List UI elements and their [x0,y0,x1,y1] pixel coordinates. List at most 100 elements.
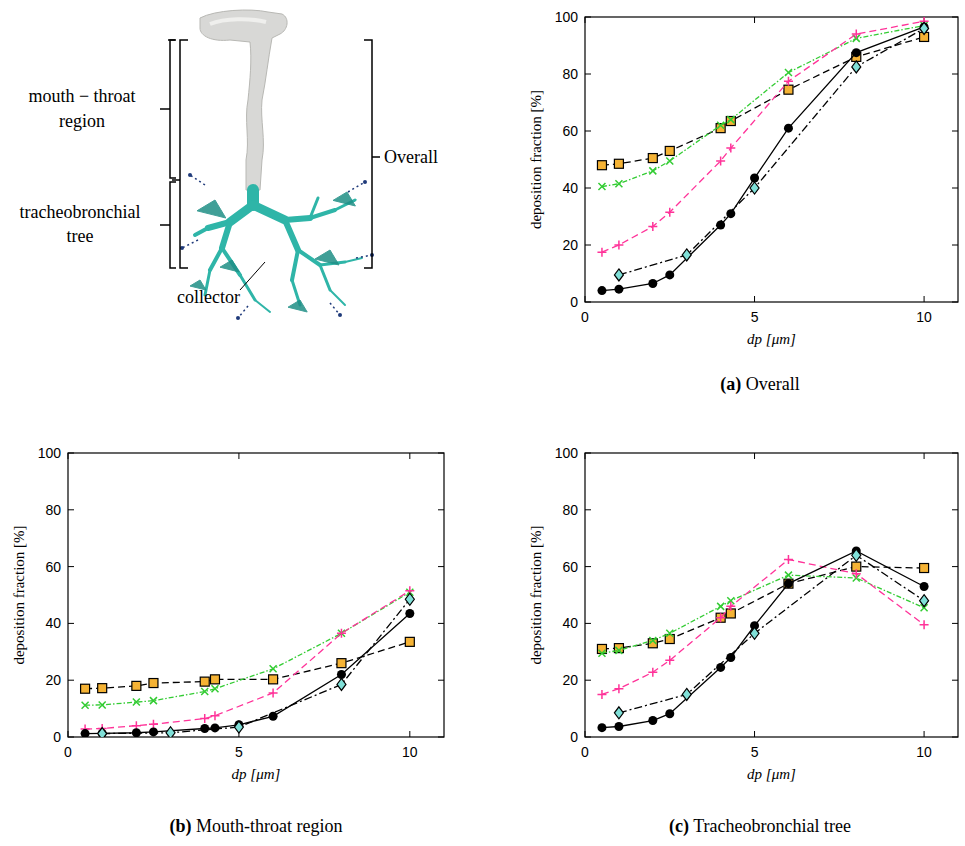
y-tick-mirror [438,680,444,681]
arrow-head [188,173,192,177]
branch [195,228,208,235]
plot-frame [585,17,958,302]
collector-shape [197,200,226,218]
y-tick-label: 100 [555,9,579,25]
y-tick [68,623,74,624]
upper-mid [160,108,170,110]
y-tick-label: 60 [562,559,578,575]
x-axis-title: dp [μm] [747,766,796,782]
marker [920,564,929,573]
right-bracket [364,40,372,268]
marker [717,122,724,129]
x-axis-title: dp [μm] [232,766,281,782]
marker [920,22,929,34]
marker [200,714,209,723]
y-tick-label: 40 [45,615,61,631]
marker [405,593,414,605]
series-line [602,551,924,728]
marker [726,602,735,611]
x-tick-label: 10 [916,309,932,325]
plot-frame [585,453,958,737]
marker [166,727,175,737]
marker [149,679,158,688]
marker [665,270,674,279]
series-line [602,26,924,187]
marker [405,637,414,646]
label-mouth-throat: mouth − throatregion [28,86,135,131]
label-overall: Overall [384,147,438,167]
marker [784,85,793,94]
y-tick-label: 60 [562,123,578,139]
arrow-head [236,316,240,320]
marker [750,182,759,194]
marker [337,629,346,638]
marker [716,613,725,622]
marker [99,701,106,708]
series-line [619,28,924,275]
branch [330,290,345,305]
marker [665,656,674,665]
marker [269,712,278,721]
branch [285,220,298,250]
y-tick [585,245,591,246]
x-tick [754,731,755,737]
plot-frame [68,453,444,737]
y-tick-mirror [952,188,958,189]
marker [648,222,657,231]
label-tracheobronchial: tracheobronchialtree [20,202,141,246]
lower-mid [160,224,170,226]
marker [920,620,929,629]
y-tick-mirror [952,680,958,681]
marker [201,688,208,695]
plot-area [597,17,928,295]
collector-shape [315,250,339,265]
y-tick-label: 0 [570,729,578,745]
marker [149,727,158,736]
upper-bracket [170,40,176,178]
arrow-head [338,313,342,317]
series-line [85,592,410,705]
y-tick-mirror [438,566,444,567]
outflow-arrow [238,306,248,318]
y-axis-title: deposition fraction [%] [11,525,27,664]
collector-shape [220,260,239,272]
marker [750,627,759,639]
branch [310,198,318,218]
series-line [619,555,924,713]
marker [665,208,674,217]
left-bracket-mid [172,179,180,181]
marker [614,269,623,281]
mouth-throat-shape [200,10,287,190]
y-tick-label: 40 [562,180,578,196]
x-tick-label: 5 [235,744,243,760]
collector-leader [240,262,265,290]
marker [597,161,606,170]
y-tick-label: 80 [45,502,61,518]
y-tick-mirror [952,245,958,246]
marker [597,248,606,257]
marker [648,716,657,725]
x-tick-label: 5 [751,309,759,325]
x-tick [754,296,755,302]
marker [784,555,793,564]
y-tick [68,509,74,510]
branch [285,218,310,220]
series-line [602,37,924,165]
marker [665,709,674,718]
marker [666,157,673,164]
label-collector: collector [177,287,240,307]
marker [666,630,673,637]
x-tick-mirror [754,17,755,23]
branch [255,300,270,312]
x-tick-mirror [409,453,410,459]
marker [665,146,674,155]
outflow-arrow [330,303,340,315]
marker [852,48,861,57]
series-line [602,27,924,291]
y-tick [585,188,591,189]
marker [598,183,605,190]
chart-panel: 0204060801000510dp [μm]deposition fracti… [528,445,958,837]
plot-area [597,546,928,732]
marker [210,723,219,732]
marker [98,728,107,737]
